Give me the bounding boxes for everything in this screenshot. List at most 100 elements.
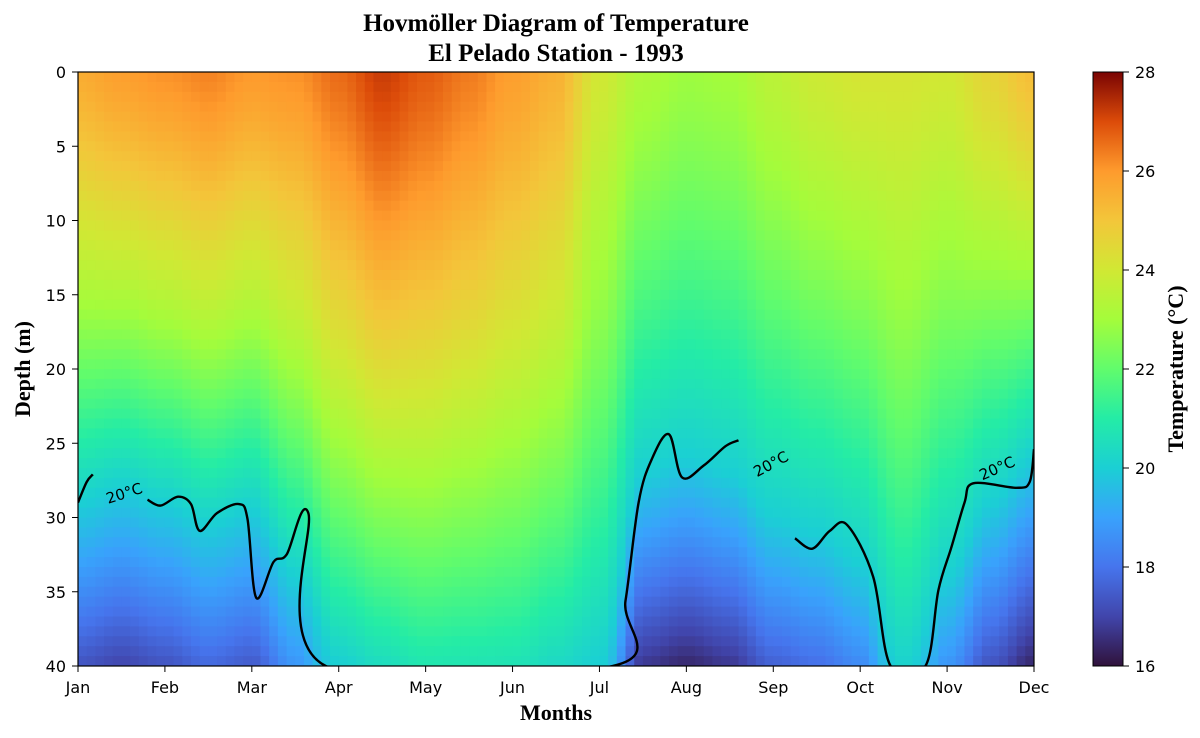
- heatmap-cell: [616, 527, 627, 538]
- heatmap-cell: [347, 596, 357, 608]
- heatmap-cell: [347, 527, 357, 538]
- heatmap-cell: [173, 517, 183, 528]
- heatmap-cell: [582, 200, 592, 212]
- heatmap-cell: [590, 190, 601, 202]
- heatmap-cell: [434, 131, 444, 142]
- heatmap-cell: [356, 596, 366, 608]
- heatmap-cell: [399, 101, 409, 113]
- heatmap-cell: [199, 220, 209, 231]
- heatmap-cell: [556, 190, 566, 202]
- heatmap-cell: [599, 190, 609, 202]
- heatmap-cell: [277, 329, 288, 340]
- heatmap-cell: [503, 250, 514, 261]
- heatmap-cell: [373, 121, 383, 132]
- heatmap-cell: [330, 111, 340, 123]
- heatmap-cell: [547, 497, 557, 509]
- heatmap-cell: [695, 507, 705, 519]
- heatmap-cell: [86, 81, 96, 93]
- heatmap-cell: [695, 101, 705, 113]
- heatmap-cell: [173, 72, 183, 83]
- heatmap-cell: [512, 428, 522, 439]
- heatmap-cell: [721, 586, 731, 598]
- heatmap-cell: [538, 477, 548, 489]
- heatmap-cell: [234, 576, 244, 588]
- heatmap-cell: [660, 576, 670, 588]
- heatmap-cell: [582, 329, 592, 340]
- heatmap-cell: [642, 121, 653, 132]
- heatmap-cell: [225, 220, 236, 231]
- heatmap-cell: [477, 626, 488, 637]
- heatmap-cell: [642, 111, 653, 123]
- heatmap-cell: [703, 349, 714, 360]
- heatmap-cell: [330, 487, 340, 499]
- heatmap-cell: [538, 299, 548, 311]
- heatmap-cell: [773, 477, 783, 489]
- heatmap-cell: [668, 171, 679, 182]
- heatmap-cell: [495, 428, 505, 439]
- heatmap-cell: [695, 606, 705, 618]
- heatmap-cell: [755, 507, 766, 519]
- heatmap-cell: [78, 388, 88, 400]
- heatmap-cell: [95, 646, 105, 657]
- heatmap-cell: [721, 468, 731, 479]
- heatmap-cell: [138, 329, 149, 340]
- heatmap-cell: [573, 349, 583, 360]
- heatmap-cell: [147, 646, 157, 657]
- heatmap-cell: [573, 72, 583, 83]
- heatmap-cell: [712, 626, 722, 637]
- heatmap-cell: [547, 468, 557, 479]
- heatmap-cell: [260, 497, 270, 509]
- heatmap-cell: [269, 626, 279, 637]
- heatmap-cell: [182, 121, 192, 132]
- heatmap-cell: [208, 497, 218, 509]
- heatmap-cell: [390, 596, 401, 608]
- heatmap-cell: [295, 507, 305, 519]
- heatmap-cell: [434, 537, 444, 548]
- heatmap-cell: [764, 101, 774, 113]
- heatmap-cell: [495, 171, 505, 182]
- heatmap-cell: [512, 398, 522, 410]
- heatmap-cell: [486, 596, 496, 608]
- heatmap-cell: [330, 289, 340, 301]
- heatmap-cell: [677, 220, 687, 231]
- heatmap-cell: [434, 161, 444, 172]
- heatmap-cell: [347, 477, 357, 489]
- heatmap-cell: [443, 487, 453, 499]
- heatmap-cell: [747, 596, 757, 608]
- heatmap-cell: [295, 180, 305, 192]
- heatmap-cell: [269, 171, 279, 182]
- heatmap-cell: [78, 656, 88, 666]
- heatmap-cell: [277, 438, 288, 449]
- heatmap-cell: [251, 646, 262, 657]
- heatmap-cell: [608, 497, 618, 509]
- heatmap-cell: [330, 81, 340, 93]
- heatmap-cell: [634, 141, 644, 152]
- heatmap-cell: [164, 250, 175, 261]
- heatmap-cell: [164, 369, 175, 380]
- heatmap-cell: [556, 230, 566, 241]
- heatmap-cell: [416, 428, 427, 439]
- heatmap-cell: [721, 270, 731, 281]
- heatmap-cell: [321, 477, 331, 489]
- heatmap-cell: [564, 656, 574, 666]
- heatmap-cell: [521, 517, 531, 528]
- heatmap-cell: [599, 586, 609, 598]
- heatmap-cell: [173, 210, 183, 222]
- heatmap-cell: [486, 646, 496, 657]
- heatmap-cell: [373, 448, 383, 459]
- heatmap-cell: [321, 121, 331, 132]
- heatmap-cell: [295, 656, 305, 666]
- heatmap-cell: [755, 279, 766, 291]
- heatmap-cell: [486, 487, 496, 499]
- heatmap-cell: [199, 596, 209, 608]
- heatmap-cell: [321, 398, 331, 410]
- heatmap-cell: [156, 359, 166, 370]
- heatmap-cell: [582, 111, 592, 123]
- heatmap-cell: [416, 141, 427, 152]
- heatmap-cell: [755, 161, 766, 172]
- heatmap-cell: [338, 329, 349, 340]
- heatmap-cell: [521, 299, 531, 311]
- heatmap-cell: [225, 438, 236, 449]
- heatmap-cell: [599, 378, 609, 390]
